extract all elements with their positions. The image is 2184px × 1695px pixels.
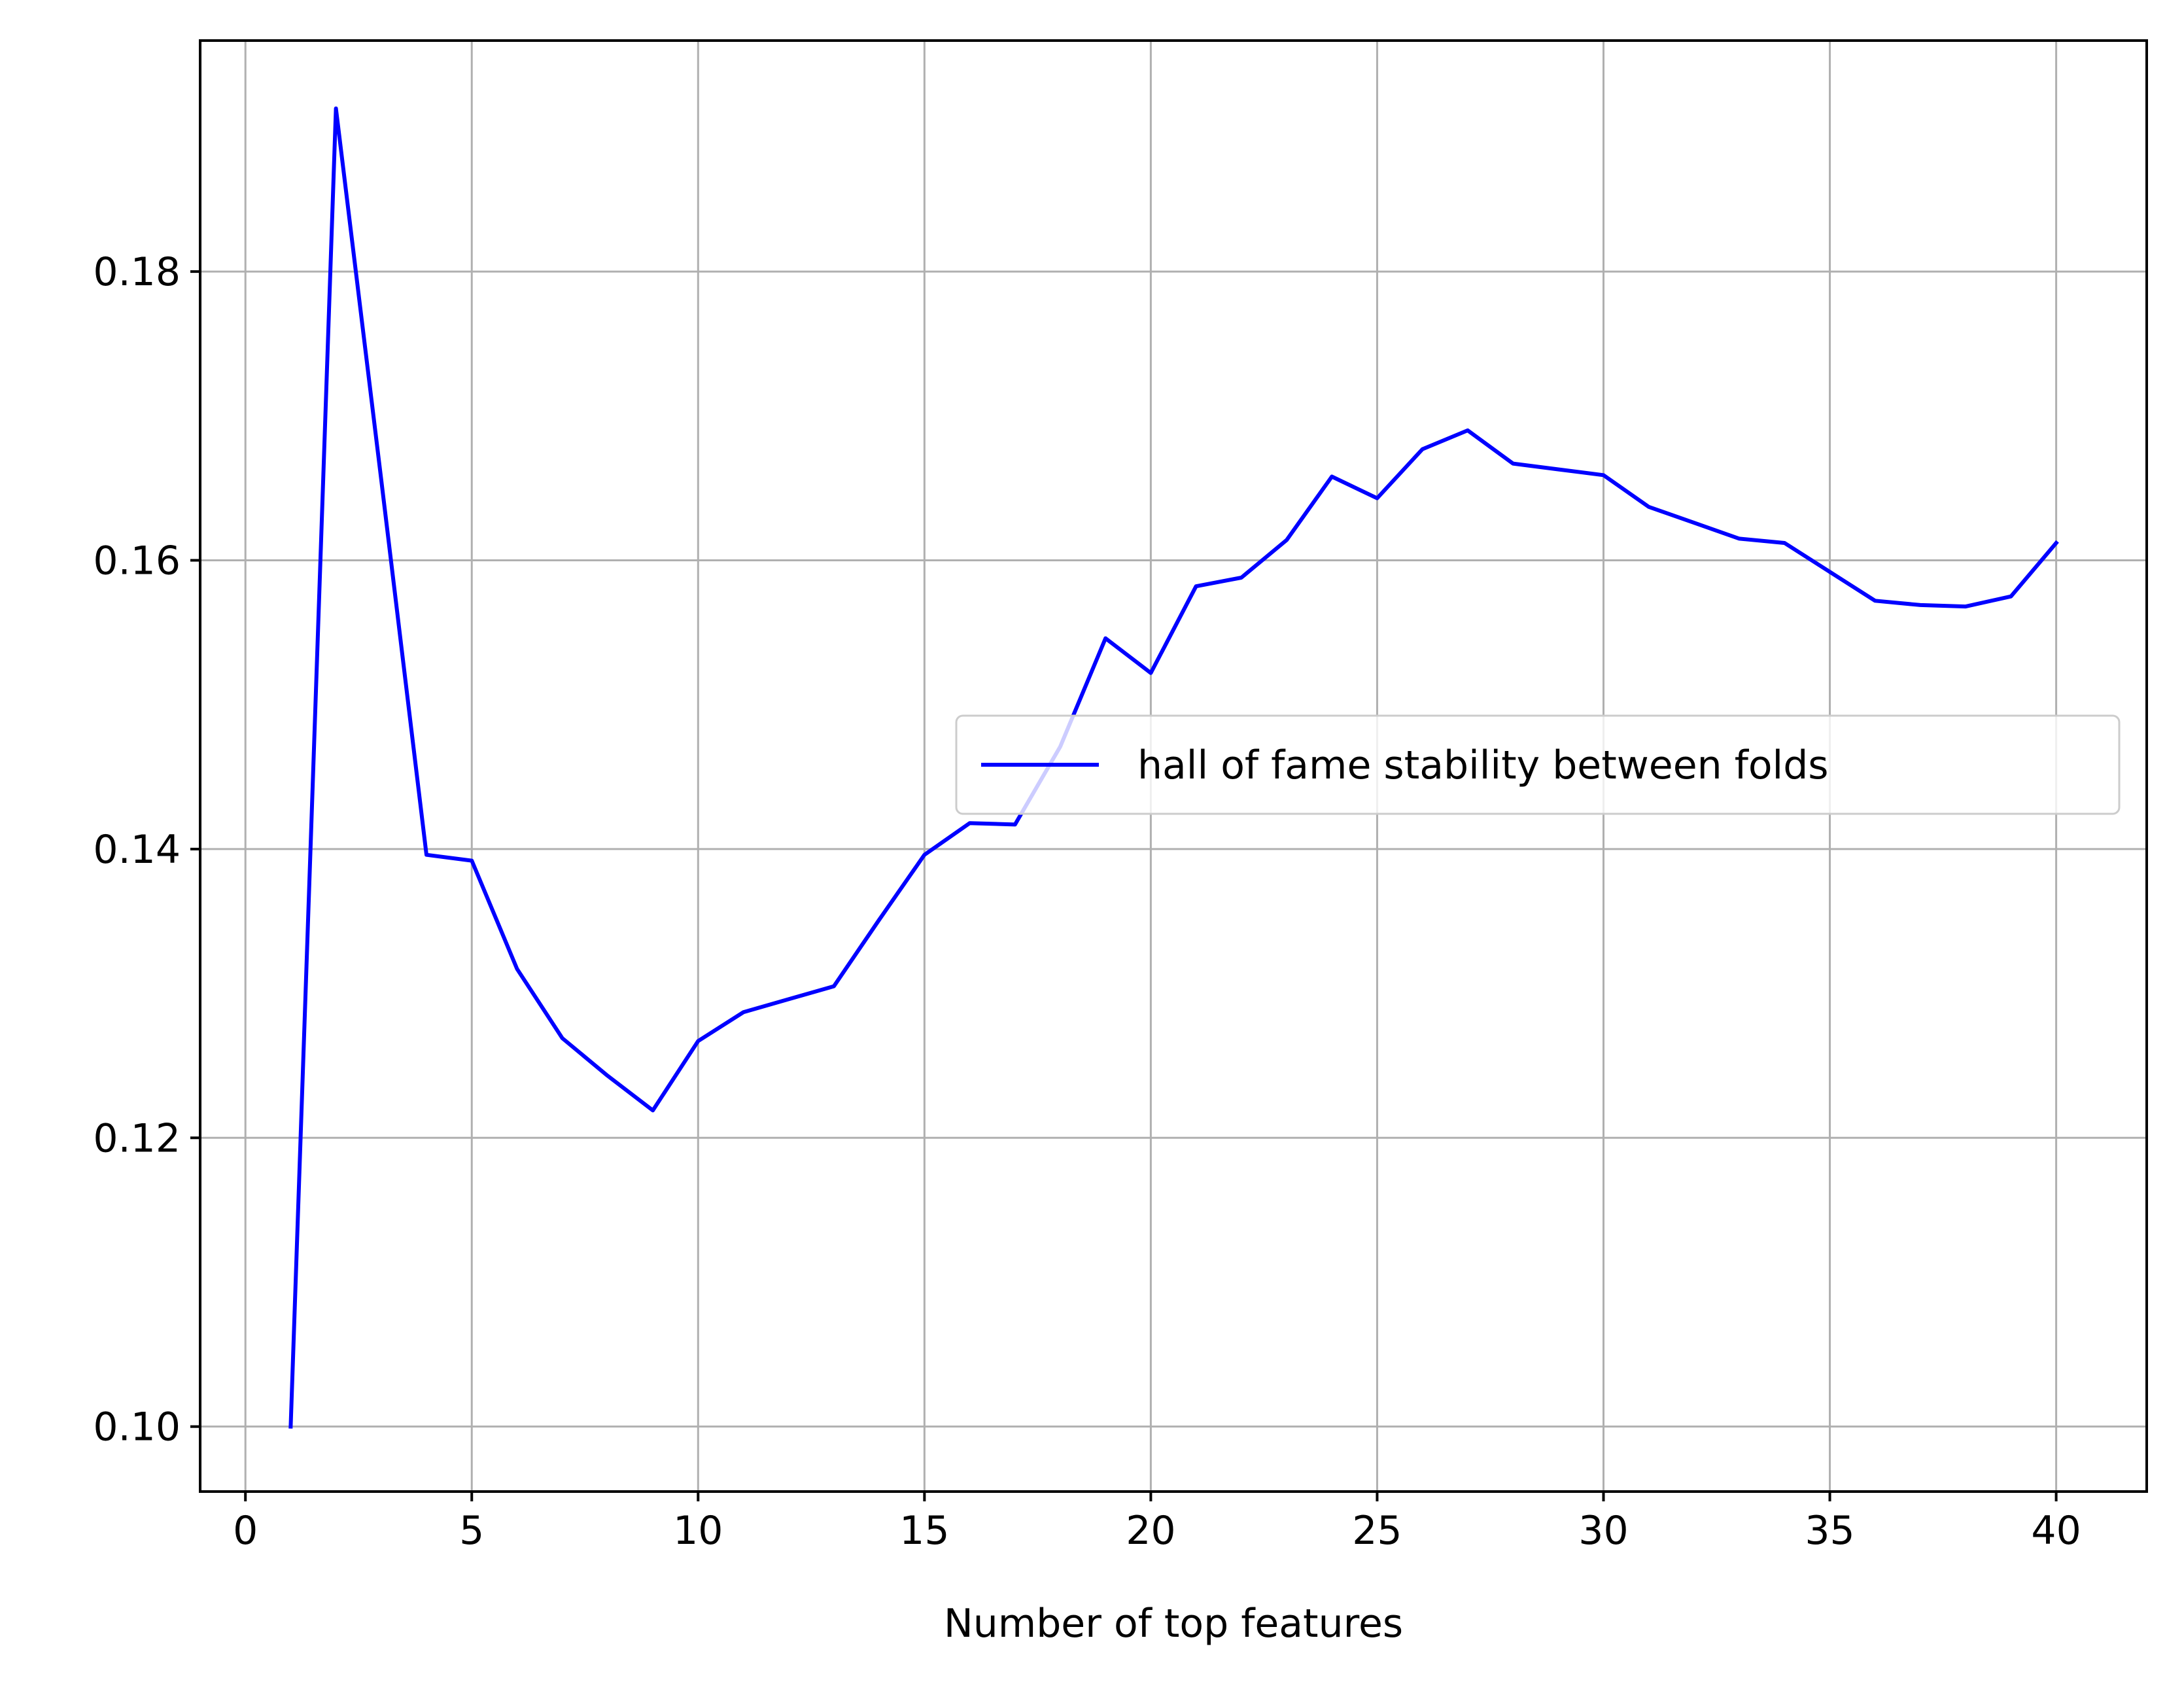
x-axis-title: Number of top features: [944, 1601, 1403, 1647]
x-tick-label: 20: [1126, 1508, 1175, 1554]
y-tick-label: 0.12: [93, 1115, 181, 1161]
y-tick-label: 0.10: [93, 1405, 181, 1450]
x-tick-label: 10: [673, 1508, 723, 1554]
legend: hall of fame stability between folds: [955, 714, 2121, 815]
x-tick-label: 30: [1578, 1508, 1628, 1554]
series-layer: [288, 106, 2059, 1429]
ticks: 0 5 10 15 20 25 30 35 40 0.10 0.12 0.14 0.16 0.18: [93, 249, 2081, 1554]
x-tick-label: 35: [1805, 1508, 1854, 1554]
x-tick-label: 15: [899, 1508, 949, 1554]
x-tick-label: 40: [2031, 1508, 2081, 1554]
plot-frame: [199, 39, 2148, 1493]
y-tick-label: 0.14: [93, 827, 181, 873]
legend-label: hall of fame stability between folds: [1137, 743, 1829, 788]
x-tick-label: 0: [233, 1508, 258, 1554]
x-tick-label: 5: [459, 1508, 484, 1554]
y-tick-label: 0.16: [93, 538, 181, 584]
series-line: [288, 106, 2059, 1429]
legend-box: [955, 714, 2121, 815]
y-tick-label: 0.18: [93, 249, 181, 295]
x-tick-label: 25: [1352, 1508, 1402, 1554]
